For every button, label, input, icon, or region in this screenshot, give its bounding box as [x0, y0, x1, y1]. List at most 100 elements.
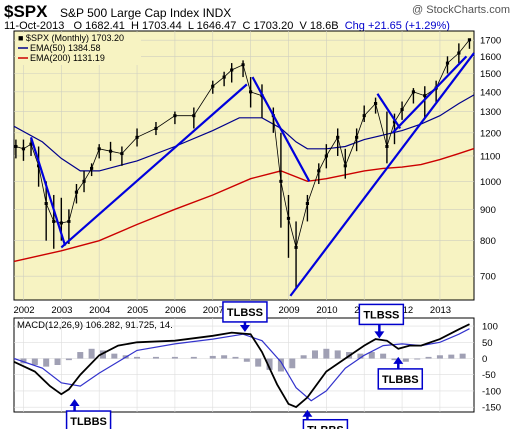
- quote-line: 11-Oct-2013 O 1682.41 H 1703.44 L 1646.4…: [4, 20, 450, 32]
- price-candle-body: [14, 144, 18, 148]
- tlb-callout: TLBSS: [358, 303, 405, 339]
- callout-label: TLBBS: [382, 374, 419, 386]
- legend-box: [16, 33, 141, 65]
- macd-histogram-bar: [380, 353, 387, 359]
- macd-histogram-bar: [31, 358, 38, 365]
- callout-arrow-head: [374, 331, 385, 339]
- callout-arrow-head: [69, 399, 80, 407]
- macd-histogram-bar: [152, 356, 159, 359]
- callout-arrow-head: [239, 324, 250, 332]
- macd-y-tick-label: -150: [482, 403, 501, 414]
- price-x-tick-label: 2013: [430, 305, 451, 316]
- legend-ema200: EMA(200) 1131.19: [30, 53, 105, 63]
- macd-y-tick-label: -100: [482, 386, 501, 397]
- macd-y-tick-label: -50: [482, 370, 496, 381]
- macd-histogram-bar: [43, 358, 50, 367]
- macd-histogram-bar: [20, 358, 27, 364]
- price-y-tick-label: 1600: [480, 52, 501, 63]
- legend-price: ■ $SPX (Monthly) 1703.20: [18, 33, 124, 43]
- macd-histogram-bar: [300, 355, 307, 359]
- macd-histogram-bar: [277, 358, 284, 372]
- trendline: [391, 55, 468, 134]
- quote-date: 11-Oct-2013: [4, 20, 65, 32]
- index-name: S&P 500 Large Cap Index: [60, 6, 200, 20]
- trendline: [289, 52, 475, 297]
- tlb-callout: TLBBS: [65, 399, 112, 429]
- price-candle-body: [467, 38, 472, 42]
- macd-histogram-bar: [77, 352, 84, 359]
- tlb-callout: TLBSS: [222, 301, 268, 332]
- ticker-name: S&P 500 Large Cap Index INDX: [60, 6, 231, 20]
- macd-histogram-bar: [232, 356, 239, 359]
- price-y-tick-label: 1000: [480, 177, 501, 188]
- macd-histogram-bar: [54, 358, 61, 365]
- price-x-tick-label: 2002: [13, 305, 34, 316]
- price-x-tick-label: 2005: [127, 305, 148, 316]
- price-x-tick-label: 2009: [278, 305, 299, 316]
- callout-label: TLBBS: [307, 425, 344, 429]
- macd-histogram-bar: [221, 355, 228, 359]
- macd-histogram-bar: [266, 358, 273, 370]
- callout-box: [377, 368, 424, 390]
- macd-histogram-bar: [334, 350, 341, 359]
- price-plot-area: [13, 30, 475, 301]
- callout-arrow-head: [302, 409, 313, 417]
- macd-label: MACD(12,26,9) 106.282, 91.725, 14.: [17, 320, 173, 331]
- macd-histogram-bar: [311, 350, 318, 359]
- trendline: [376, 93, 402, 130]
- quote-low: L 1646.47: [187, 20, 237, 32]
- macd-histogram-bar: [459, 353, 466, 359]
- macd-panel: 100 50 0 -50 -100 -150 MACD(12,26,9) 106.282, …: [13, 301, 501, 429]
- macd-histogram-bar: [111, 353, 118, 359]
- price-close-line: [15, 39, 470, 249]
- exchange-label: INDX: [202, 6, 232, 20]
- macd-histogram-bar: [391, 358, 398, 361]
- price-x-tick-label: 2007: [203, 305, 224, 316]
- macd-histogram-bar: [425, 356, 432, 359]
- callout-label: TLBSS: [363, 309, 399, 321]
- ticker-symbol: $SPX: [4, 2, 48, 21]
- price-y-tick-label: 1500: [480, 69, 501, 80]
- price-x-tick-label: 2003: [51, 305, 72, 316]
- price-y-tick-label: 700: [480, 272, 496, 283]
- price-y-tick-label: 800: [480, 236, 496, 247]
- macd-histogram-bar: [402, 358, 409, 362]
- price-y-tick-label: 1700: [480, 36, 501, 47]
- macd-histogram-bar: [289, 358, 296, 369]
- price-panel: 700 800 900 1000 1100 1200 1300 1400 1500 1600 170…: [13, 30, 501, 316]
- macd-plot-area: [13, 317, 475, 413]
- quote-open: O 1682.41: [73, 20, 125, 32]
- macd-histogram-bar: [190, 356, 197, 359]
- callout-arrow-head: [393, 356, 404, 364]
- quote-close: C 1703.20: [242, 20, 294, 32]
- tlb-callout: TLBBS: [377, 356, 424, 390]
- price-y-tick-label: 1400: [480, 87, 501, 98]
- callout-box: [358, 303, 405, 326]
- trendline: [29, 136, 67, 247]
- macd-histogram-bar: [171, 356, 178, 359]
- price-x-tick-label: 2004: [89, 305, 110, 316]
- price-y-tick-label: 1200: [480, 128, 501, 139]
- trendline: [251, 76, 311, 182]
- macd-line: [13, 323, 470, 409]
- quote-volume: V 18.6B: [299, 20, 339, 32]
- macd-histogram-bar: [255, 358, 262, 367]
- macd-y-tick-label: 100: [482, 322, 498, 333]
- callout-box: [302, 418, 349, 429]
- macd-histogram-bar: [357, 353, 364, 359]
- macd-histogram-bar: [368, 352, 375, 359]
- macd-histogram-bar: [323, 348, 330, 359]
- macd-histogram-bar: [88, 348, 95, 359]
- macd-histogram-bar: [209, 355, 216, 359]
- macd-histogram-bar: [414, 358, 421, 360]
- legend-ema50: EMA(50) 1384.58: [30, 43, 101, 53]
- macd-y-tick-label: 0: [482, 354, 487, 365]
- macd-y-tick-label: 50: [482, 338, 493, 349]
- price-y-tick-label: 1100: [480, 151, 500, 162]
- callout-label: TLBBS: [70, 416, 107, 428]
- callout-box: [65, 410, 112, 429]
- ema200-line: [13, 147, 475, 263]
- macd-histogram-bar: [243, 358, 250, 362]
- trendline: [60, 83, 248, 249]
